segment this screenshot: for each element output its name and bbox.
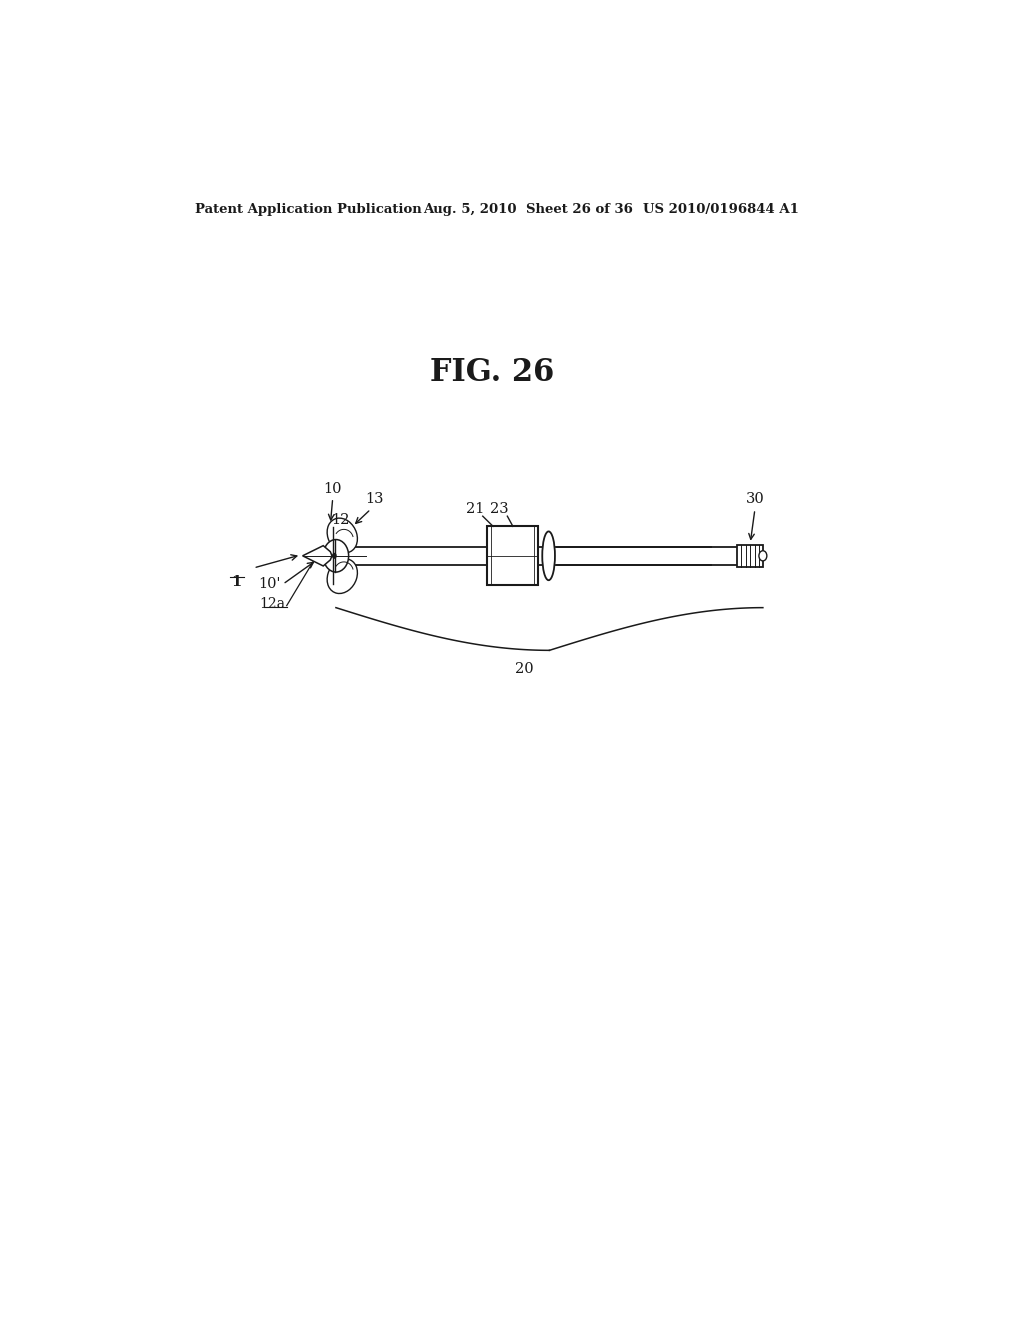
Text: 10': 10' [258,577,281,591]
Circle shape [759,550,767,561]
Text: 12a: 12a [259,597,285,611]
FancyBboxPatch shape [486,527,539,585]
Polygon shape [303,545,332,566]
Text: 12: 12 [332,513,350,528]
Text: US 2010/0196844 A1: US 2010/0196844 A1 [643,203,799,216]
Circle shape [324,540,348,572]
Circle shape [332,553,337,558]
Text: Aug. 5, 2010: Aug. 5, 2010 [423,203,517,216]
Text: 21: 21 [466,502,484,516]
Ellipse shape [327,558,357,594]
Text: Sheet 26 of 36: Sheet 26 of 36 [526,203,633,216]
Text: FIG. 26: FIG. 26 [430,356,554,388]
Text: 30: 30 [745,492,764,506]
Text: 13: 13 [365,492,383,506]
Text: 1: 1 [231,576,242,589]
Text: Patent Application Publication: Patent Application Publication [196,203,422,216]
Ellipse shape [543,532,555,581]
Text: 10: 10 [324,482,342,496]
Text: 20: 20 [515,661,535,676]
Text: 23: 23 [490,502,509,516]
Ellipse shape [327,519,357,553]
FancyBboxPatch shape [737,545,763,568]
